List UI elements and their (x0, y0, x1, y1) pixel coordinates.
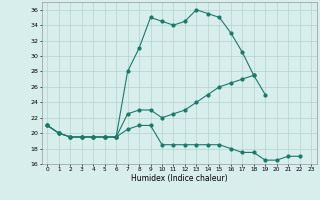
X-axis label: Humidex (Indice chaleur): Humidex (Indice chaleur) (131, 174, 228, 183)
